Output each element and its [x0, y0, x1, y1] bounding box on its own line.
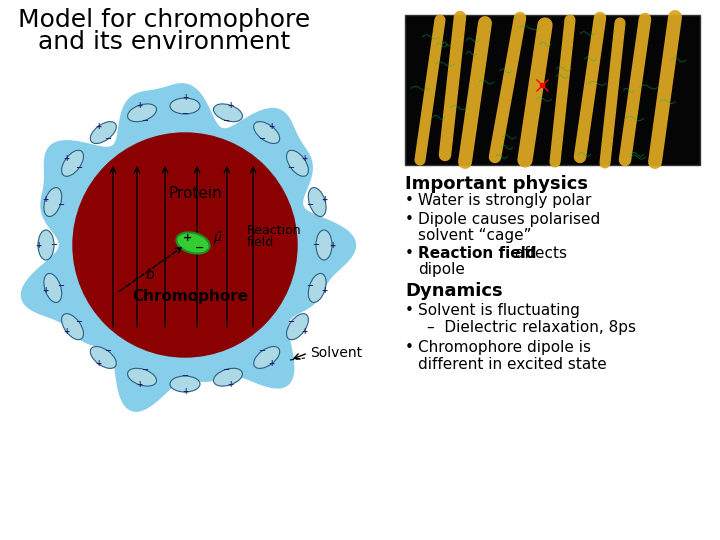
Text: −: −	[57, 281, 64, 290]
Text: −: −	[76, 318, 83, 327]
Ellipse shape	[287, 150, 308, 177]
Text: +: +	[96, 122, 102, 131]
Text: +: +	[63, 327, 69, 336]
Text: −: −	[306, 281, 313, 290]
Text: −: −	[258, 347, 266, 355]
Text: Dipole causes polarised: Dipole causes polarised	[418, 212, 600, 227]
Text: +: +	[35, 240, 41, 249]
Text: −: −	[287, 318, 294, 327]
Text: +: +	[329, 240, 335, 249]
Ellipse shape	[316, 230, 332, 260]
Text: solvent “cage”: solvent “cage”	[418, 228, 531, 243]
Text: Solvent: Solvent	[310, 346, 362, 360]
Ellipse shape	[90, 347, 117, 368]
Ellipse shape	[213, 104, 243, 122]
Text: −: −	[104, 134, 112, 144]
Text: Water is strongly polar: Water is strongly polar	[418, 193, 591, 208]
Text: −: −	[195, 243, 204, 253]
Text: •: •	[405, 246, 414, 261]
Text: +: +	[269, 122, 274, 131]
Text: −: −	[141, 365, 148, 374]
Ellipse shape	[170, 98, 200, 114]
Bar	[405, 15, 700, 165]
Ellipse shape	[253, 347, 279, 368]
Circle shape	[73, 133, 297, 357]
Ellipse shape	[308, 273, 326, 302]
Ellipse shape	[127, 104, 156, 122]
Text: +: +	[42, 195, 48, 204]
Ellipse shape	[287, 314, 308, 340]
Text: +: +	[322, 286, 328, 295]
Text: −: −	[141, 116, 148, 125]
Text: Reaction: Reaction	[247, 224, 302, 237]
Ellipse shape	[127, 368, 156, 386]
Text: −: −	[50, 240, 58, 249]
Text: +: +	[182, 388, 188, 396]
Ellipse shape	[62, 314, 84, 340]
Text: Dynamics: Dynamics	[405, 282, 503, 300]
Text: •: •	[405, 303, 414, 318]
Text: •: •	[405, 193, 414, 208]
Ellipse shape	[213, 368, 243, 386]
Text: and its environment: and its environment	[38, 30, 290, 54]
Text: +: +	[63, 154, 69, 163]
Text: +: +	[96, 360, 102, 368]
Text: Reaction field: Reaction field	[418, 246, 536, 261]
Text: +: +	[182, 93, 188, 103]
Text: −: −	[181, 372, 189, 381]
Text: Important physics: Important physics	[405, 175, 588, 193]
Polygon shape	[22, 84, 356, 411]
Ellipse shape	[90, 122, 117, 144]
Text: −: −	[181, 110, 189, 118]
Text: +: +	[184, 233, 193, 243]
Text: •: •	[405, 340, 414, 355]
Text: −: −	[306, 200, 313, 209]
Ellipse shape	[308, 187, 326, 217]
Text: affects: affects	[510, 246, 567, 261]
Text: Model for chromophore: Model for chromophore	[18, 8, 310, 32]
Ellipse shape	[176, 232, 210, 254]
Text: Protein: Protein	[168, 186, 222, 200]
Text: field: field	[247, 237, 274, 249]
Text: •: •	[405, 212, 414, 227]
Text: −: −	[222, 116, 229, 125]
Text: +: +	[301, 154, 307, 163]
Text: dipole: dipole	[418, 262, 465, 277]
Text: different in excited state: different in excited state	[418, 357, 607, 372]
Text: –  Dielectric relaxation, 8ps: – Dielectric relaxation, 8ps	[427, 320, 636, 335]
Text: Chromophore: Chromophore	[132, 289, 248, 305]
Text: b: b	[145, 268, 154, 282]
Ellipse shape	[253, 122, 279, 144]
Ellipse shape	[44, 273, 62, 302]
Text: Solvent is fluctuating: Solvent is fluctuating	[418, 303, 580, 318]
Text: −: −	[287, 164, 294, 172]
Text: +: +	[322, 195, 328, 204]
Text: +: +	[137, 100, 143, 110]
Text: +: +	[42, 286, 48, 295]
Text: +: +	[228, 380, 233, 389]
Text: +: +	[137, 380, 143, 389]
Text: Chromophore dipole is: Chromophore dipole is	[418, 340, 591, 355]
Text: −: −	[222, 365, 229, 374]
Text: −: −	[312, 240, 320, 249]
Text: −: −	[104, 347, 112, 355]
Ellipse shape	[62, 150, 84, 177]
Ellipse shape	[170, 376, 200, 392]
Ellipse shape	[44, 187, 62, 217]
Ellipse shape	[38, 230, 54, 260]
Text: +: +	[301, 327, 307, 336]
Text: −: −	[258, 134, 266, 144]
Text: −: −	[76, 164, 83, 172]
Text: +: +	[228, 100, 233, 110]
Text: −: −	[57, 200, 64, 209]
Text: μ̃: μ̃	[213, 232, 221, 245]
Text: +: +	[269, 360, 274, 368]
